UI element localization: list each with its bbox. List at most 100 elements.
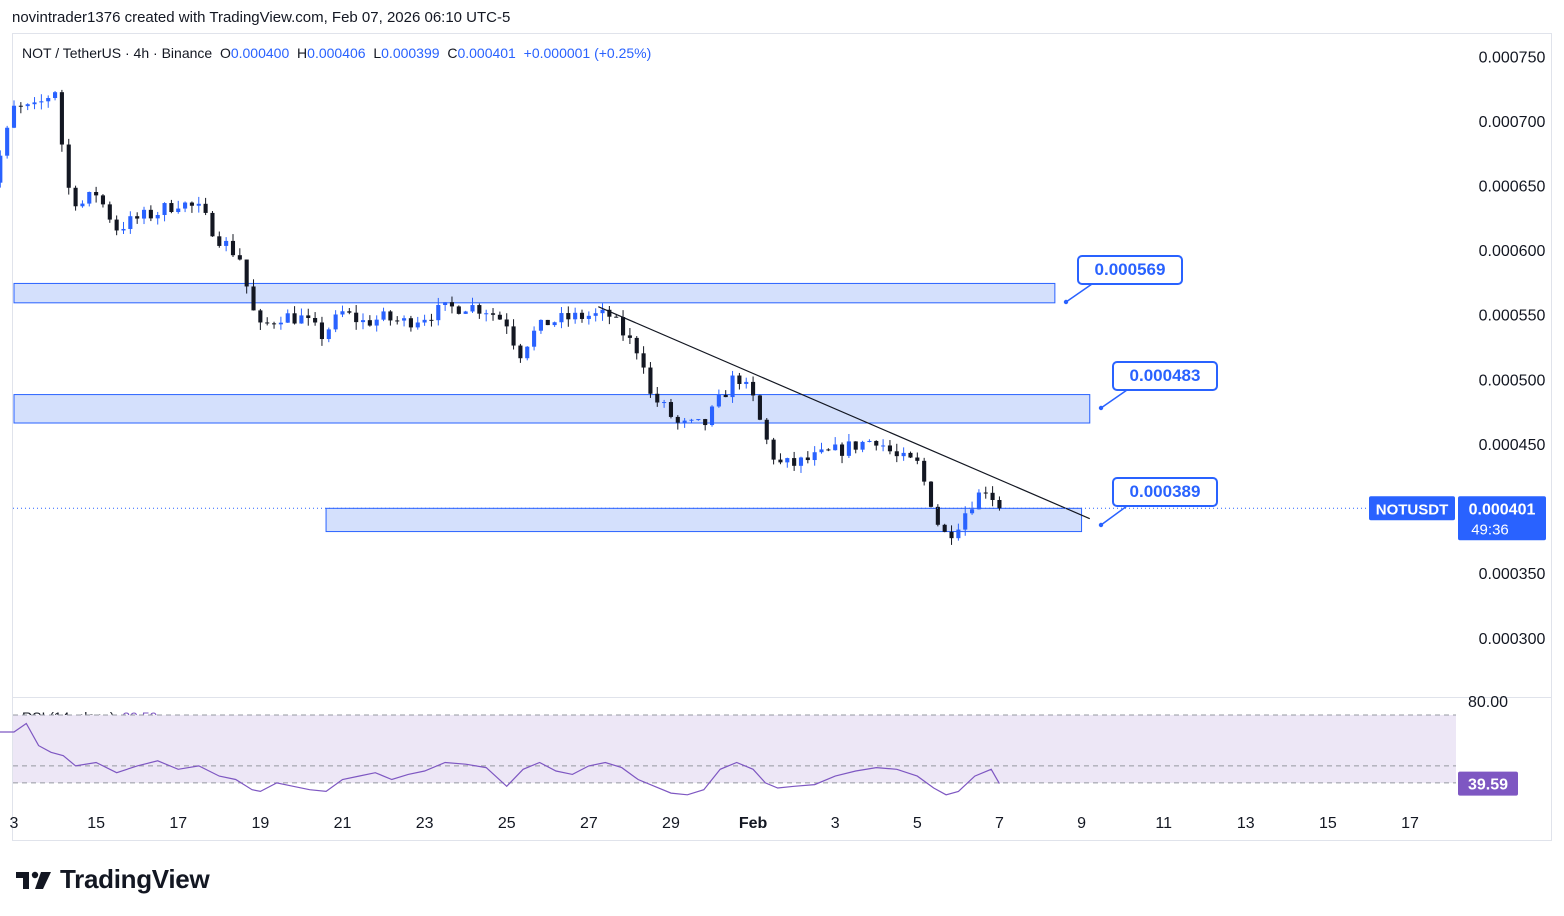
candle-body bbox=[0, 155, 3, 183]
time-axis-label: 25 bbox=[498, 815, 516, 832]
candle-body bbox=[696, 419, 701, 421]
candle-body bbox=[915, 457, 920, 461]
candle-body bbox=[148, 209, 153, 219]
last-price-value: 0.000401 bbox=[1469, 501, 1536, 518]
support-resistance-zone bbox=[13, 394, 1091, 424]
candle-body bbox=[258, 310, 263, 323]
candle-body bbox=[751, 381, 756, 396]
candle-body bbox=[792, 458, 797, 466]
callout-pointer bbox=[1100, 389, 1128, 409]
candle-body bbox=[367, 320, 372, 326]
time-axis-label: Feb bbox=[739, 815, 768, 832]
candle-body bbox=[32, 102, 37, 105]
bar-countdown: 49:36 bbox=[1471, 521, 1509, 538]
tradingview-logo[interactable]: TradingView bbox=[14, 864, 210, 895]
candle-body bbox=[162, 203, 167, 215]
candle-body bbox=[627, 335, 632, 338]
candle-body bbox=[566, 313, 571, 320]
candle-body bbox=[963, 513, 968, 530]
candle-body bbox=[798, 457, 804, 466]
candle-body bbox=[716, 394, 721, 407]
candle-body bbox=[785, 458, 790, 463]
candle-body bbox=[586, 315, 591, 319]
candle-body bbox=[128, 216, 133, 229]
candle-body bbox=[812, 452, 817, 461]
candle-body bbox=[285, 313, 290, 323]
symbol-legend: NOT / TetherUS · 4h · Binance O0.000400 … bbox=[22, 45, 651, 61]
legend-change: +0.000001 (+0.25%) bbox=[523, 45, 652, 61]
candle-body bbox=[244, 259, 249, 287]
price-axis-label: 0.000700 bbox=[1479, 114, 1546, 131]
candle-body bbox=[121, 228, 126, 231]
candle-body bbox=[819, 449, 824, 453]
candle-body bbox=[614, 316, 619, 318]
candle-body bbox=[265, 322, 270, 324]
candle-body bbox=[429, 319, 434, 321]
candle-body bbox=[853, 441, 858, 450]
candle-body bbox=[46, 98, 51, 102]
candle-body bbox=[559, 313, 564, 323]
candle-body bbox=[422, 319, 427, 323]
candle-body bbox=[675, 416, 680, 423]
price-axis-label: 0.000300 bbox=[1479, 631, 1546, 648]
candle-body bbox=[668, 402, 674, 417]
candle-body bbox=[881, 445, 886, 447]
candle-body bbox=[778, 459, 783, 463]
candle-body bbox=[169, 203, 174, 213]
candle-body bbox=[360, 320, 366, 323]
callout-anchor-dot bbox=[1098, 405, 1104, 411]
candle-body bbox=[990, 492, 995, 500]
time-axis-label: 5 bbox=[913, 815, 922, 832]
legend-low-value: 0.000399 bbox=[381, 45, 440, 61]
candle-body bbox=[757, 395, 762, 420]
candle-body bbox=[532, 330, 537, 347]
candle-body bbox=[183, 202, 188, 209]
candle-body bbox=[107, 204, 112, 220]
candle-body bbox=[18, 105, 23, 107]
candle-body bbox=[5, 127, 10, 156]
candle-body bbox=[271, 323, 277, 325]
legend-open-label: O bbox=[219, 45, 231, 61]
price-axis-label: 0.000600 bbox=[1479, 243, 1546, 260]
candle-body bbox=[846, 441, 851, 456]
candle-body bbox=[135, 216, 140, 219]
legend-symbol[interactable]: NOT bbox=[22, 45, 52, 61]
legend-interval[interactable]: 4h bbox=[133, 45, 150, 61]
candle-body bbox=[408, 318, 413, 328]
candle-body bbox=[25, 104, 30, 107]
candle-body bbox=[490, 313, 496, 315]
candle-body bbox=[970, 509, 975, 514]
candle-body bbox=[292, 313, 297, 324]
candle-body bbox=[217, 236, 222, 246]
candle-body bbox=[709, 406, 715, 426]
rsi-last-value: 39.59 bbox=[1468, 777, 1508, 794]
candle-body bbox=[470, 305, 475, 312]
callout-anchor-dot bbox=[1063, 299, 1069, 305]
candle-body bbox=[11, 105, 17, 128]
candle-body bbox=[552, 322, 557, 326]
candle-body bbox=[518, 345, 523, 359]
candle-body bbox=[141, 209, 147, 219]
candle-body bbox=[326, 329, 331, 340]
time-axis-label: 11 bbox=[1155, 815, 1172, 832]
rsi-axis-label: 80.00 bbox=[1468, 694, 1508, 711]
candle-body bbox=[251, 286, 256, 311]
chart-frame bbox=[12, 33, 1552, 841]
candle-body bbox=[53, 92, 58, 99]
candle-body bbox=[723, 394, 728, 398]
candle-body bbox=[388, 311, 393, 321]
descending-trendline bbox=[598, 306, 1091, 520]
time-axis-label: 15 bbox=[1319, 815, 1337, 832]
candle-body bbox=[593, 313, 598, 316]
candle-body bbox=[497, 314, 502, 320]
time-axis-label: 13 bbox=[1237, 815, 1255, 832]
candle-body bbox=[230, 240, 236, 256]
legend-open-value: 0.000400 bbox=[230, 45, 290, 61]
time-axis-label: 23 bbox=[416, 815, 434, 832]
time-axis-label: 19 bbox=[251, 815, 269, 832]
legend-separator: / bbox=[55, 45, 60, 61]
candle-body bbox=[66, 144, 71, 188]
symbol-tag bbox=[1369, 496, 1455, 521]
candle-body bbox=[600, 309, 605, 314]
